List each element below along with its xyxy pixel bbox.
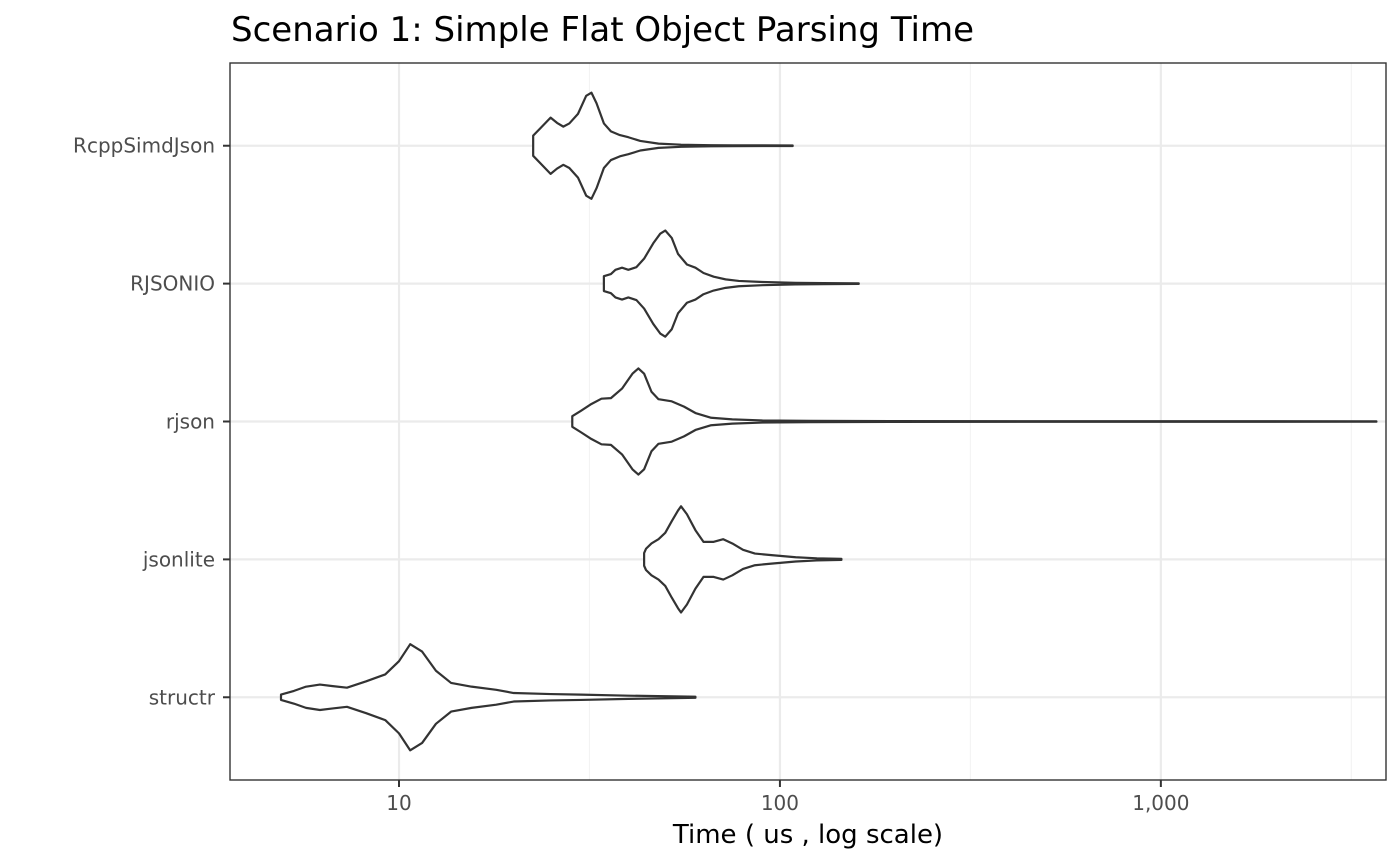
y-tick-label: rjson	[166, 410, 215, 434]
x-axis-title: Time ( us , log scale)	[672, 820, 943, 850]
y-tick-label: structr	[149, 685, 216, 709]
violin-structr	[279, 643, 697, 752]
violin-series	[279, 91, 1378, 752]
violin-jsonlite	[643, 505, 843, 614]
y-tick-label: RJSONIO	[130, 272, 215, 296]
x-tick-label: 1,000	[1132, 791, 1189, 815]
x-tick-label: 100	[761, 791, 799, 815]
y-tick-label: RcppSimdJson	[73, 134, 215, 158]
violin-rjsonio	[602, 229, 860, 338]
violin-rcppsimdjson	[532, 91, 794, 200]
chart-title: Scenario 1: Simple Flat Object Parsing T…	[231, 10, 974, 50]
y-tick-label: jsonlite	[142, 547, 215, 571]
violin-rjson	[571, 367, 1378, 476]
y-axis: RcppSimdJson RJSONIO rjson jsonlite structr	[73, 134, 230, 709]
x-axis: 10 100 1,000	[386, 780, 1189, 815]
x-tick-label: 10	[386, 791, 411, 815]
